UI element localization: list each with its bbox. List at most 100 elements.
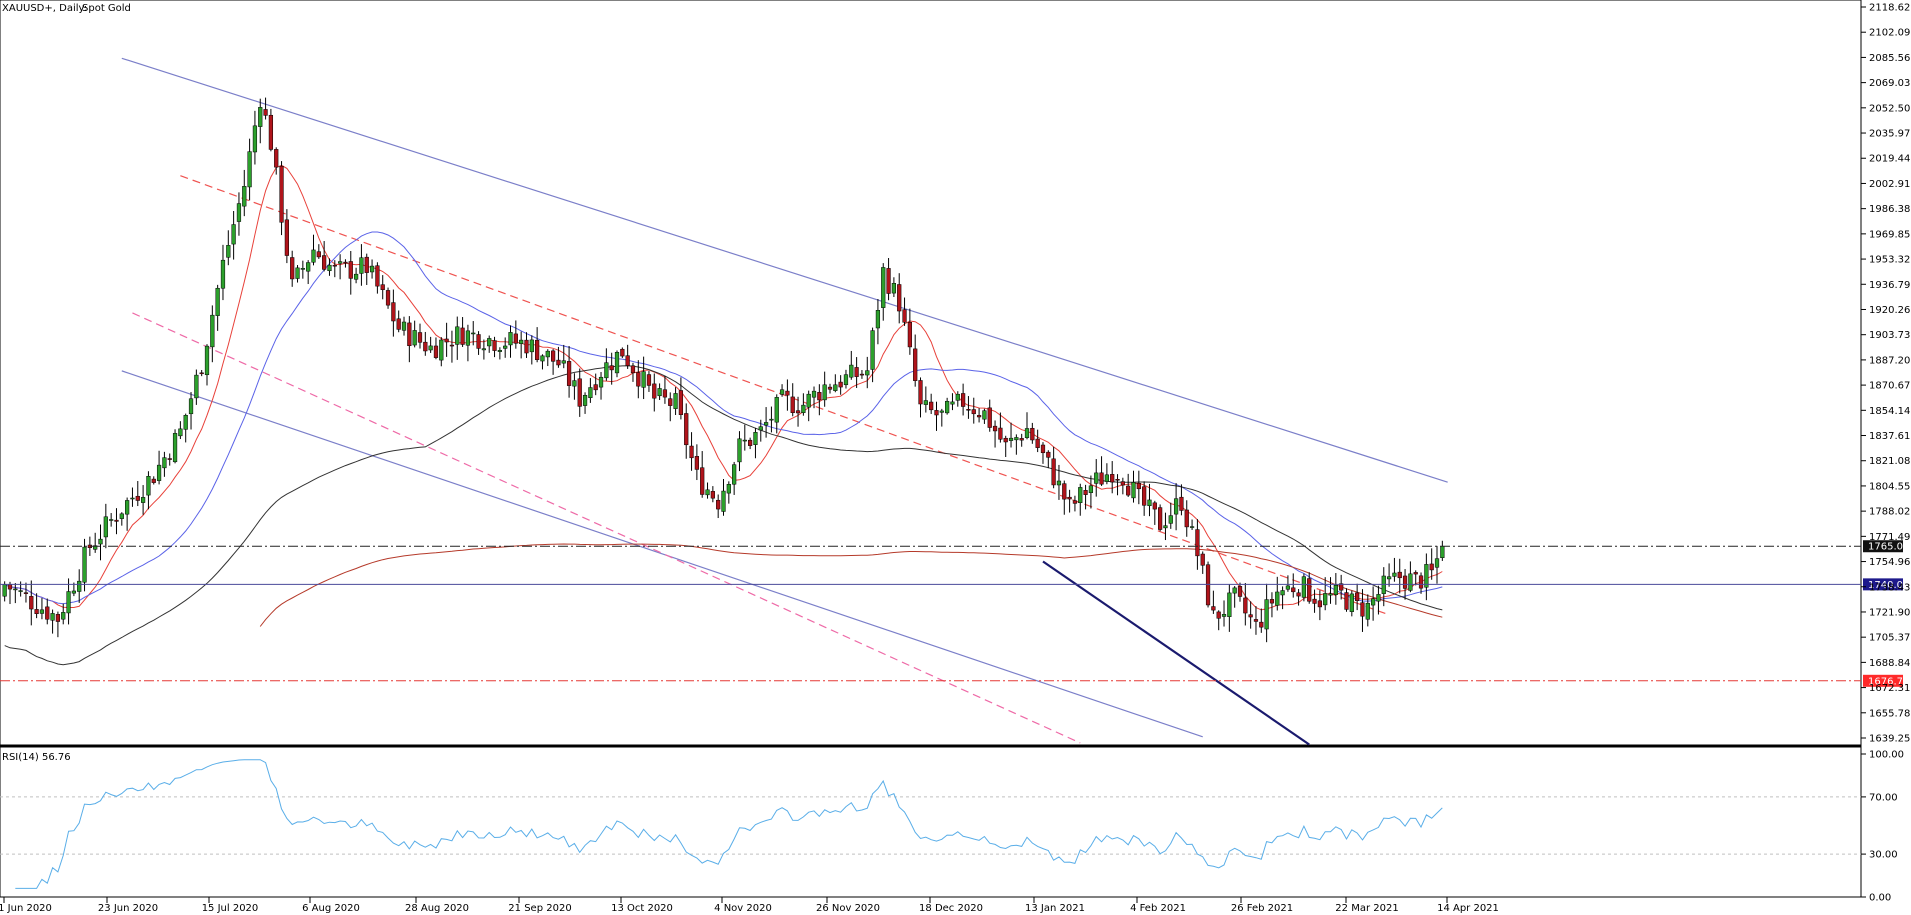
downtrend-break-line (1042, 560, 1310, 746)
candle-body (306, 262, 311, 272)
dashed-channel-upper (180, 175, 1390, 616)
candle-body (1248, 614, 1253, 618)
time-axis-label: 6 Aug 2020 (302, 903, 360, 914)
candle-body (503, 345, 508, 349)
candle-body (492, 340, 497, 351)
candle-body (939, 410, 944, 413)
candle-body (1333, 584, 1338, 595)
candle-body (582, 394, 588, 406)
candle-body (1328, 593, 1333, 596)
candle-body (7, 584, 13, 590)
candle-body (785, 390, 790, 396)
candle-body (897, 284, 902, 312)
candle-body (1376, 594, 1381, 602)
candle-body (1040, 444, 1046, 454)
candle-body (396, 318, 401, 330)
ma-fast-line (4, 164, 1443, 611)
candle-body (364, 256, 369, 273)
candle-body (556, 359, 561, 366)
rsi-axis-label: 100.00 (1869, 750, 1904, 761)
candle-body (295, 267, 300, 279)
time-axis-label: 1 Jun 2020 (0, 903, 52, 914)
candle-body (252, 125, 258, 153)
price-axis-label: 1903.73 (1869, 330, 1910, 341)
candle-body (822, 384, 827, 401)
candle-body (338, 261, 343, 264)
candle-body (71, 590, 76, 594)
candle-body (1158, 507, 1163, 530)
time-axis-label: 18 Dec 2020 (919, 903, 983, 914)
candle-body (471, 332, 476, 335)
candle-body (918, 380, 923, 405)
candle-body (1030, 427, 1035, 441)
candle-body (1173, 498, 1179, 515)
candle-body (55, 614, 61, 622)
candle-body (971, 409, 976, 415)
dashed-channel-lower (132, 312, 1081, 744)
candle-body (1402, 575, 1408, 589)
candle-body (748, 439, 753, 446)
candle-body (705, 489, 710, 496)
time-axis-label: 23 Jun 2020 (98, 903, 158, 914)
candle-body (34, 609, 39, 614)
candle-body (801, 404, 806, 413)
candle-body (391, 302, 396, 322)
candle-body (29, 596, 34, 610)
candle-body (385, 290, 391, 306)
candle-body (220, 259, 226, 289)
candle-body (742, 439, 747, 442)
candle-body (1221, 614, 1227, 617)
candle-body (231, 224, 236, 245)
candle-body (1179, 496, 1184, 511)
candle-body (1046, 451, 1051, 458)
candle-body (1440, 545, 1445, 559)
candle-body (93, 545, 98, 550)
candle-body (737, 438, 742, 463)
candle-body (1349, 593, 1354, 612)
candle-body (561, 360, 566, 364)
candle-body (604, 362, 609, 379)
candle-body (247, 151, 252, 188)
candle-body (753, 432, 758, 445)
candle-body (412, 330, 417, 346)
candle-body (1317, 600, 1322, 608)
candle-body (423, 341, 428, 352)
candle-body (1168, 515, 1173, 524)
price-axis-label: 1953.32 (1869, 255, 1910, 266)
candle-body (204, 345, 210, 376)
rsi-panel-frame (0, 746, 1862, 898)
candle-body (45, 606, 50, 620)
candle-body (1232, 587, 1237, 594)
candle-body (1296, 592, 1301, 597)
candle-body (18, 590, 23, 592)
candle-body (710, 491, 715, 499)
price-axis-label: 2002.91 (1869, 179, 1910, 190)
candle-body (130, 497, 135, 500)
candle-body (886, 268, 891, 294)
candle-body (1280, 590, 1285, 596)
chart-instrument-name: Spot Gold (82, 3, 131, 14)
candle-body (1418, 575, 1424, 589)
price-axis-label: 1721.90 (1869, 607, 1910, 618)
candle-body (497, 350, 502, 352)
candle-body (540, 355, 545, 362)
candle-body (465, 330, 471, 346)
candle-body (407, 322, 412, 346)
candle-body (923, 400, 928, 405)
time-axis-label: 14 Apr 2021 (1437, 903, 1499, 914)
candle-body (215, 287, 220, 316)
candle-body (375, 265, 380, 287)
candle-body (194, 374, 199, 399)
candle-body (566, 361, 572, 386)
candle-body (817, 392, 822, 401)
candle-body (524, 339, 529, 354)
candle-body (327, 264, 332, 272)
candle-body (226, 245, 231, 258)
candle-body (98, 538, 103, 545)
candle-body (146, 476, 151, 496)
candle-body (636, 372, 641, 387)
price-level-tag (1863, 578, 1903, 591)
candle-body (348, 261, 353, 279)
rsi-axis-label: 0.00 (1869, 893, 1891, 904)
candle-body (609, 365, 614, 371)
